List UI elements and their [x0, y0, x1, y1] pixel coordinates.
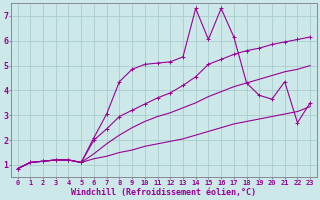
X-axis label: Windchill (Refroidissement éolien,°C): Windchill (Refroidissement éolien,°C): [71, 188, 256, 197]
